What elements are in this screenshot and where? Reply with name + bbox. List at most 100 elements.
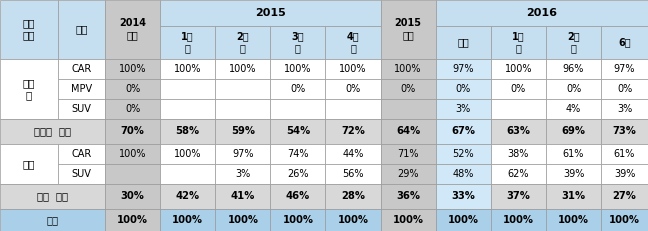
Text: 30%: 30% [121,191,145,201]
Text: 31%: 31% [561,191,586,201]
Bar [435,26,491,58]
Bar [0,144,58,184]
Bar [0,0,58,58]
Bar [435,119,491,144]
Text: 72%: 72% [341,126,365,137]
Bar [105,119,160,144]
Text: CAR: CAR [71,64,91,74]
Bar [270,209,325,231]
Bar [270,119,325,144]
Text: 97%: 97% [614,64,635,74]
Bar [601,164,648,184]
Bar [491,26,546,58]
Text: 48%: 48% [452,169,474,179]
Text: 70%: 70% [121,126,145,137]
Text: 0%: 0% [290,84,306,94]
Bar [325,99,380,119]
Bar [546,79,601,99]
Bar [270,58,325,79]
Text: 2015
汇总: 2015 汇总 [395,18,422,40]
Bar [160,99,215,119]
Text: 67%: 67% [451,126,475,137]
Bar [58,0,105,58]
Bar [491,164,546,184]
Text: 96%: 96% [563,64,584,74]
Bar [380,164,435,184]
Bar [435,164,491,184]
Bar [325,184,380,209]
Bar [105,79,160,99]
Text: 73%: 73% [612,126,636,137]
Text: 39%: 39% [563,169,584,179]
Text: 2014
汇总: 2014 汇总 [119,18,146,40]
Bar [0,209,105,231]
Bar [0,58,58,119]
Bar [380,79,435,99]
Text: 0%: 0% [400,84,416,94]
Bar [546,164,601,184]
Text: 0%: 0% [617,84,632,94]
Text: 42%: 42% [176,191,200,201]
Bar [105,164,160,184]
Text: 100%: 100% [227,215,259,225]
Bar [215,184,270,209]
Text: 100%: 100% [395,64,422,74]
Bar [546,99,601,119]
Bar [215,209,270,231]
Bar [0,184,105,209]
Bar [215,144,270,164]
Text: 100%: 100% [229,64,257,74]
Text: 28%: 28% [341,191,365,201]
Bar [491,79,546,99]
Bar [325,26,380,58]
Text: 100%: 100% [503,215,534,225]
Text: 97%: 97% [232,149,253,159]
Bar [546,144,601,164]
Bar [58,144,105,164]
Text: 0%: 0% [125,84,140,94]
Bar [160,26,215,58]
Text: 0%: 0% [125,104,140,114]
Bar [435,184,491,209]
Bar [491,184,546,209]
Bar [380,58,435,79]
Bar [380,144,435,164]
Bar [270,79,325,99]
Text: 0%: 0% [456,84,471,94]
Text: 累计: 累计 [457,37,469,47]
Bar [160,0,380,26]
Bar [546,209,601,231]
Text: 54%: 54% [286,126,310,137]
Text: 4季
度: 4季 度 [347,31,360,53]
Text: 58%: 58% [176,126,200,137]
Text: 3季
度: 3季 度 [292,31,305,53]
Text: 61%: 61% [563,149,584,159]
Bar [546,58,601,79]
Text: 6月: 6月 [618,37,631,47]
Text: 4%: 4% [566,104,581,114]
Text: 纯电动  汇总: 纯电动 汇总 [34,126,71,137]
Bar [325,58,380,79]
Bar [601,79,648,99]
Text: 56%: 56% [342,169,364,179]
Text: 41%: 41% [231,191,255,201]
Bar [58,99,105,119]
Text: 64%: 64% [396,126,421,137]
Text: 74%: 74% [287,149,308,159]
Text: 100%: 100% [117,215,148,225]
Text: 100%: 100% [558,215,589,225]
Bar [215,26,270,58]
Bar [546,184,601,209]
Bar [491,99,546,119]
Bar [105,0,160,58]
Text: 46%: 46% [286,191,310,201]
Bar [435,0,648,26]
Bar [601,209,648,231]
Text: 0%: 0% [566,84,581,94]
Text: CAR: CAR [71,149,91,159]
Bar [160,209,215,231]
Text: 62%: 62% [507,169,529,179]
Text: 61%: 61% [614,149,635,159]
Text: 44%: 44% [342,149,364,159]
Text: SUV: SUV [72,104,91,114]
